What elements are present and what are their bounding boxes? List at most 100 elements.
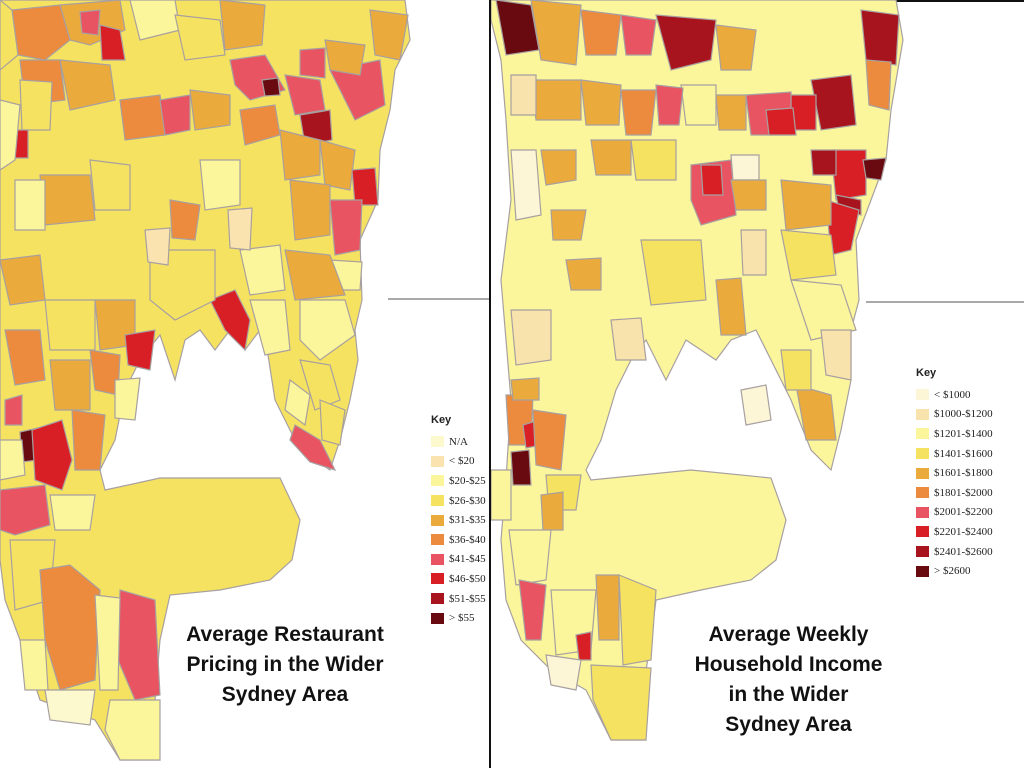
legend-swatch — [431, 514, 444, 526]
region — [351, 167, 379, 206]
legend-swatch — [916, 526, 929, 538]
region — [299, 47, 326, 79]
legend-label: $1201-$1400 — [934, 427, 993, 440]
legend-item: $36-$40 — [431, 530, 486, 550]
region — [284, 74, 326, 116]
legend-swatch — [431, 455, 444, 467]
legend-title: Key — [431, 414, 452, 426]
region — [518, 579, 547, 641]
legend-swatch — [916, 389, 929, 401]
legend-item: < $1000 — [916, 385, 993, 405]
region — [174, 14, 226, 61]
harbour-line — [388, 298, 490, 300]
region — [159, 94, 191, 136]
region — [319, 399, 346, 446]
legend-label: $1601-$1800 — [934, 467, 993, 480]
panel-divider — [489, 0, 491, 768]
legend-item: $20-$25 — [431, 471, 486, 491]
region — [575, 631, 592, 661]
region — [780, 179, 832, 231]
region — [369, 9, 409, 61]
legend-item: $1000-$1200 — [916, 405, 993, 425]
region — [532, 409, 567, 471]
region — [0, 484, 51, 536]
region — [119, 94, 166, 141]
household-income-map-panel: Key < $1000 $1000-$1200 $1201-$1400 $1401-$… — [491, 0, 1024, 768]
legend-title: Key — [916, 367, 937, 379]
region — [219, 0, 266, 51]
legend-item: $2401-$2600 — [916, 542, 993, 562]
region — [580, 9, 622, 56]
region — [14, 179, 46, 231]
region — [820, 329, 852, 381]
region — [99, 24, 126, 61]
region — [44, 299, 96, 351]
region — [540, 491, 564, 531]
region — [149, 249, 216, 321]
region — [510, 309, 552, 366]
legend-swatch — [916, 506, 929, 518]
restaurant-pricing-map-panel: Key N/A < $20 $20-$25 $26-$30 $31-$35 $36-$40… — [0, 0, 490, 768]
region — [620, 14, 657, 56]
region — [795, 384, 837, 441]
region — [289, 179, 331, 241]
region — [169, 199, 201, 241]
legend-swatch — [431, 534, 444, 546]
region — [279, 129, 321, 181]
region — [284, 249, 346, 301]
region — [740, 229, 767, 276]
legend-swatch — [916, 428, 929, 440]
region — [284, 378, 311, 427]
region — [700, 164, 724, 196]
legend-swatch — [431, 573, 444, 585]
region — [780, 349, 812, 391]
region — [510, 449, 532, 486]
legend-item: $26-$30 — [431, 491, 486, 511]
region — [49, 359, 91, 411]
region — [510, 149, 542, 221]
region — [329, 59, 386, 121]
legend-label: $36-$40 — [449, 533, 486, 546]
legend-label: $1000-$1200 — [934, 408, 993, 421]
region — [491, 469, 512, 521]
region — [830, 149, 867, 201]
household-income-title: Average Weekly Household Income in the W… — [666, 620, 911, 740]
region — [299, 299, 356, 361]
legend-swatch — [431, 553, 444, 565]
region — [590, 664, 652, 741]
title-line: Household Income — [694, 653, 883, 676]
region — [39, 174, 96, 226]
title-line: Sydney Area — [221, 683, 349, 706]
legend-label: $31-$35 — [449, 514, 486, 527]
harbour-line — [866, 301, 1024, 303]
region — [680, 84, 717, 126]
legend-swatch — [431, 436, 444, 448]
title-line: in the Wider — [728, 683, 849, 706]
legend-swatch — [431, 612, 444, 624]
region — [740, 384, 772, 426]
legend-swatch — [916, 565, 929, 577]
legend-swatch — [431, 475, 444, 487]
region — [530, 79, 582, 121]
restaurant-pricing-legend: Key N/A < $20 $20-$25 $26-$30 $31-$35 $36-$40… — [431, 414, 486, 628]
region — [618, 574, 657, 666]
region — [79, 9, 101, 36]
region — [790, 279, 857, 341]
region — [610, 317, 647, 361]
region — [299, 359, 341, 411]
region — [810, 149, 837, 176]
region — [261, 77, 281, 97]
region — [765, 107, 797, 136]
legend-label: $26-$30 — [449, 494, 486, 507]
legend-label: < $1000 — [934, 388, 971, 401]
legend-swatch — [916, 448, 929, 460]
region — [715, 277, 747, 336]
region — [715, 94, 747, 131]
region — [545, 654, 582, 691]
household-income-choropleth — [491, 0, 904, 741]
legend-label: $1801-$2000 — [934, 486, 993, 499]
region — [595, 574, 620, 641]
legend-item: > $2600 — [916, 561, 993, 581]
region — [249, 299, 291, 356]
legend-label: N/A — [449, 435, 468, 448]
